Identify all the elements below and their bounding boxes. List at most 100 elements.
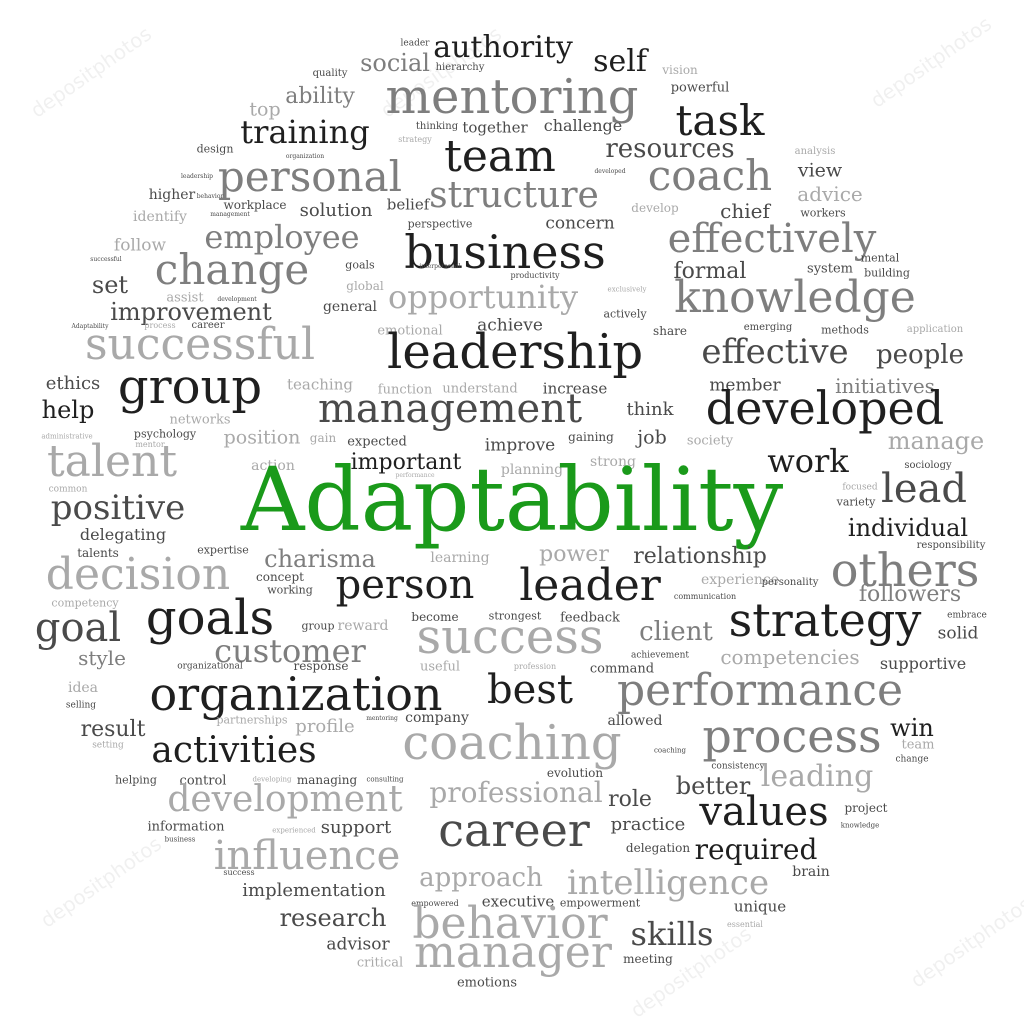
cloud-word: share (653, 324, 687, 338)
cloud-word: analysis (794, 146, 836, 157)
cloud-word: performance (616, 665, 904, 716)
cloud-word: chief (720, 199, 770, 223)
cloud-word: professional (429, 776, 603, 809)
cloud-word: application (906, 324, 964, 335)
cloud-word: concern (545, 213, 615, 234)
cloud-word: productivity (510, 271, 560, 280)
cloud-word: member (709, 375, 781, 396)
cloud-word: best (487, 667, 573, 713)
cloud-word: common (48, 484, 88, 495)
cloud-word: action (251, 458, 295, 474)
cloud-word: gain (309, 431, 337, 445)
cloud-word: intelligence (566, 863, 770, 903)
cloud-word: improvement (110, 298, 272, 326)
cloud-word: meeting (623, 952, 673, 966)
headline-word: Adaptability (240, 448, 784, 551)
cloud-word: manager (414, 927, 612, 978)
cloud-word: coaching (654, 746, 686, 755)
cloud-word: person (335, 562, 475, 608)
cloud-word: identify (133, 209, 187, 225)
cloud-word: change (154, 245, 310, 294)
cloud-word: personal (217, 152, 403, 201)
cloud-word: evolution (546, 766, 604, 780)
cloud-word: personality (761, 577, 819, 588)
cloud-word: interpersonal (419, 263, 461, 270)
cloud-word: group (301, 619, 335, 633)
cloud-word: company (405, 710, 469, 726)
cloud-word: client (639, 617, 713, 647)
cloud-word: knowledge (840, 821, 880, 830)
cloud-word: leading (760, 759, 874, 794)
cloud-word: position (223, 426, 301, 449)
cloud-word: performance (395, 472, 435, 479)
cloud-word: initiatives (835, 374, 935, 398)
cloud-word: business (164, 835, 196, 844)
cloud-word: implementation (242, 880, 386, 901)
cloud-word: information (147, 819, 225, 835)
cloud-word: positive (50, 488, 186, 528)
cloud-word: training (240, 113, 370, 151)
cloud-word: strategy (398, 135, 432, 144)
cloud-word: administrative (41, 432, 93, 441)
cloud-word: goals (345, 258, 375, 272)
cloud-word: process (144, 321, 176, 330)
cloud-word: talents (77, 546, 119, 560)
cloud-word: global (346, 279, 384, 293)
cloud-word: developing (252, 775, 292, 784)
cloud-word: expertise (197, 543, 249, 557)
cloud-word: methods (821, 323, 869, 337)
cloud-word: relationship (633, 544, 767, 569)
cloud-word: gaining (568, 430, 614, 444)
cloud-word: variety (836, 495, 876, 509)
cloud-word: working (267, 583, 313, 597)
cloud-word: developed (705, 381, 945, 435)
cloud-word: follow (113, 235, 167, 256)
cloud-word: selling (65, 700, 97, 711)
cloud-word: effective (701, 332, 849, 372)
cloud-word: better (675, 772, 751, 800)
cloud-word: others (830, 543, 980, 597)
cloud-word: ability (285, 84, 355, 109)
cloud-word: organizational (177, 661, 243, 672)
cloud-word: embrace (947, 610, 987, 621)
cloud-word: advice (797, 182, 863, 206)
cloud-word: achievement (630, 650, 690, 661)
cloud-word: experience (700, 572, 780, 588)
cloud-word: expected (347, 434, 407, 450)
cloud-word: vision (662, 63, 698, 77)
cloud-word: consulting (366, 775, 404, 784)
cloud-word: change (895, 754, 929, 765)
cloud-word: concept (256, 570, 304, 584)
cloud-word: leader (400, 38, 430, 49)
cloud-word: success (416, 609, 604, 665)
cloud-word: successful (90, 256, 122, 263)
cloud-word: sociology (904, 460, 952, 471)
cloud-word: important (350, 450, 462, 475)
cloud-word: goal (34, 605, 122, 651)
cloud-word: leadership (386, 324, 644, 380)
cloud-word: ethics (45, 373, 101, 394)
cloud-word: people (875, 340, 965, 370)
cloud-word: leader (519, 560, 661, 611)
cloud-word: approach (419, 863, 543, 893)
cloud-word: management (317, 386, 583, 432)
cloud-word: research (279, 904, 387, 932)
cloud-word: reward (337, 618, 389, 634)
cloud-word: individual (847, 514, 969, 542)
cloud-word: set (91, 271, 129, 299)
cloud-word: workers (800, 206, 846, 220)
cloud-word: emerging (743, 322, 793, 333)
cloud-word: allowed (607, 713, 663, 729)
cloud-word: talent (46, 436, 178, 487)
cloud-word: communication (673, 592, 737, 601)
cloud-word: feedback (560, 610, 620, 626)
cloud-word: setting (92, 740, 124, 751)
cloud-word: business (404, 225, 606, 279)
cloud-word: formal (673, 259, 747, 284)
cloud-word: empowered (411, 899, 459, 908)
cloud-word: helping (115, 773, 157, 787)
cloud-word: development (217, 296, 257, 303)
cloud-word: career (438, 803, 590, 857)
cloud-word: mentoring (385, 69, 639, 125)
cloud-word: team (444, 131, 556, 182)
